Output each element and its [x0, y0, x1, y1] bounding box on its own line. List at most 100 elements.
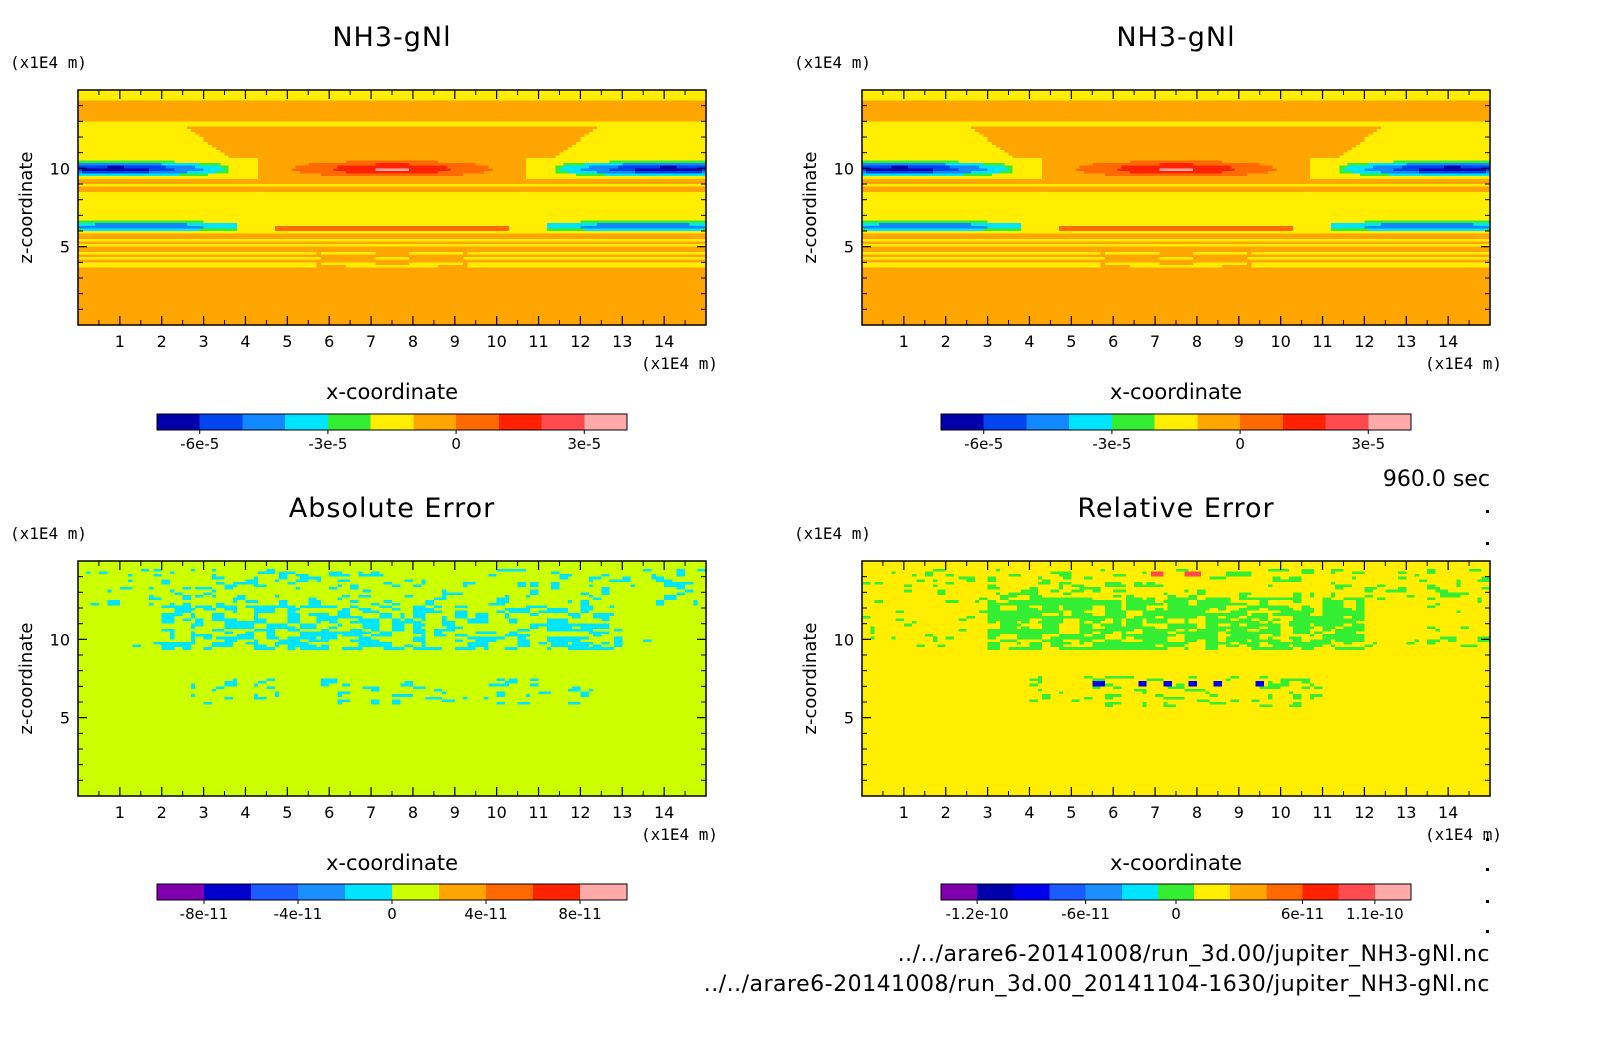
field-cell: [1188, 641, 1206, 646]
field-cell: [161, 621, 175, 625]
field-cell: [1167, 636, 1185, 640]
field-cell: [320, 681, 339, 685]
field-cell: [530, 678, 540, 682]
field-cell: [1268, 615, 1294, 620]
x-tick-label: 11: [528, 332, 548, 351]
field-cell: [1309, 678, 1491, 682]
field-cell: [1205, 592, 1240, 596]
field-cell: [442, 647, 456, 651]
field-cell: [1293, 600, 1303, 604]
field-cell: [1209, 608, 1219, 612]
field-cell: [412, 647, 443, 651]
field-cell: [592, 594, 665, 599]
field-cell: [1016, 636, 1043, 640]
field-cell: [274, 571, 280, 575]
field-cell: [987, 628, 1060, 633]
field-cell: [1301, 579, 1420, 583]
field-cell: [1393, 160, 1491, 164]
field-cell: [862, 610, 897, 614]
field-cell: [685, 571, 707, 575]
field-cell: [576, 142, 707, 146]
field-cell: [442, 605, 456, 609]
field-cell: [1079, 631, 1093, 635]
field-cell: [551, 647, 569, 651]
field-cell: [1000, 621, 1018, 625]
field-cell: [274, 686, 364, 690]
field-cell: [442, 589, 448, 593]
field-cell: [195, 618, 205, 622]
field-cell: [1121, 594, 1127, 599]
field-cell: [371, 699, 381, 703]
field-cell: [1418, 639, 1428, 643]
field-cell: [320, 576, 561, 580]
field-cell: [987, 615, 1127, 620]
field-cell: [1335, 644, 1365, 648]
field-cell: [1251, 592, 1294, 596]
field-cell: [78, 189, 707, 193]
field-cell: [237, 605, 247, 609]
field-cell: [1272, 704, 1290, 708]
field-cell: [199, 228, 238, 232]
field-cell: [1230, 628, 1248, 633]
field-cell: [329, 574, 351, 578]
field-cell: [371, 634, 393, 638]
panel-1: NH3-gNl(x1E4 m)1 2 3 4 5 6 7 8 9 10 11 12 13 14510(x1…: [10, 22, 718, 453]
field-cell: [874, 636, 892, 640]
field-cell: [1176, 594, 1190, 599]
field-cell: [1448, 639, 1458, 643]
field-cell: [1209, 576, 1227, 580]
field-cell: [862, 285, 1491, 290]
field-cell: [874, 600, 884, 604]
field-cell: [1301, 702, 1491, 706]
field-cell: [1301, 571, 1315, 575]
field-cell: [1167, 618, 1185, 622]
field-cell: [1280, 631, 1294, 635]
field-cell: [224, 602, 280, 606]
field-cell: [1092, 675, 1106, 680]
field-cell: [1351, 170, 1382, 175]
field-cell: [1259, 699, 1491, 703]
field-cell: [862, 280, 1491, 284]
field-cell: [567, 613, 581, 617]
field-cell: [862, 699, 1031, 703]
field-cell: [592, 605, 611, 609]
field-cell: [78, 702, 205, 706]
field-cell: [1364, 605, 1428, 609]
field-cell: [1205, 688, 1491, 693]
field-cell: [320, 678, 339, 682]
field-cell: [375, 257, 410, 261]
field-cell: [341, 647, 364, 651]
field-cell: [216, 170, 230, 175]
field-cell: [609, 579, 632, 583]
field-cell: [538, 691, 552, 695]
field-cell: [1016, 605, 1031, 609]
field-cell: [421, 584, 464, 588]
field-cell: [438, 264, 468, 269]
field-cell: [866, 228, 985, 232]
field-cell: [191, 694, 196, 698]
field-cell: [1289, 621, 1357, 625]
field-cell: [1381, 223, 1474, 227]
field-cell: [237, 223, 548, 227]
field-cell: [1469, 568, 1483, 573]
field-cell: [278, 571, 297, 575]
field-cell: [924, 644, 938, 648]
field-cell: [274, 631, 301, 635]
field-cell: [1217, 644, 1227, 648]
colorbar-swatch: [1282, 414, 1327, 430]
field-cell: [78, 139, 205, 143]
field-cell: [484, 647, 489, 651]
field-cell: [78, 673, 707, 677]
field-cell: [1163, 681, 1173, 685]
field-cell: [195, 568, 213, 573]
field-cell: [1293, 702, 1303, 706]
field-cell: [299, 170, 347, 175]
field-cell: [567, 618, 602, 622]
field-cell: [463, 251, 468, 256]
field-cell: [475, 581, 519, 586]
field-cell: [1121, 623, 1127, 627]
field-cell: [1184, 688, 1206, 693]
field-cell: [1435, 605, 1491, 609]
field-cell: [78, 762, 707, 766]
field-cell: [1460, 584, 1491, 588]
